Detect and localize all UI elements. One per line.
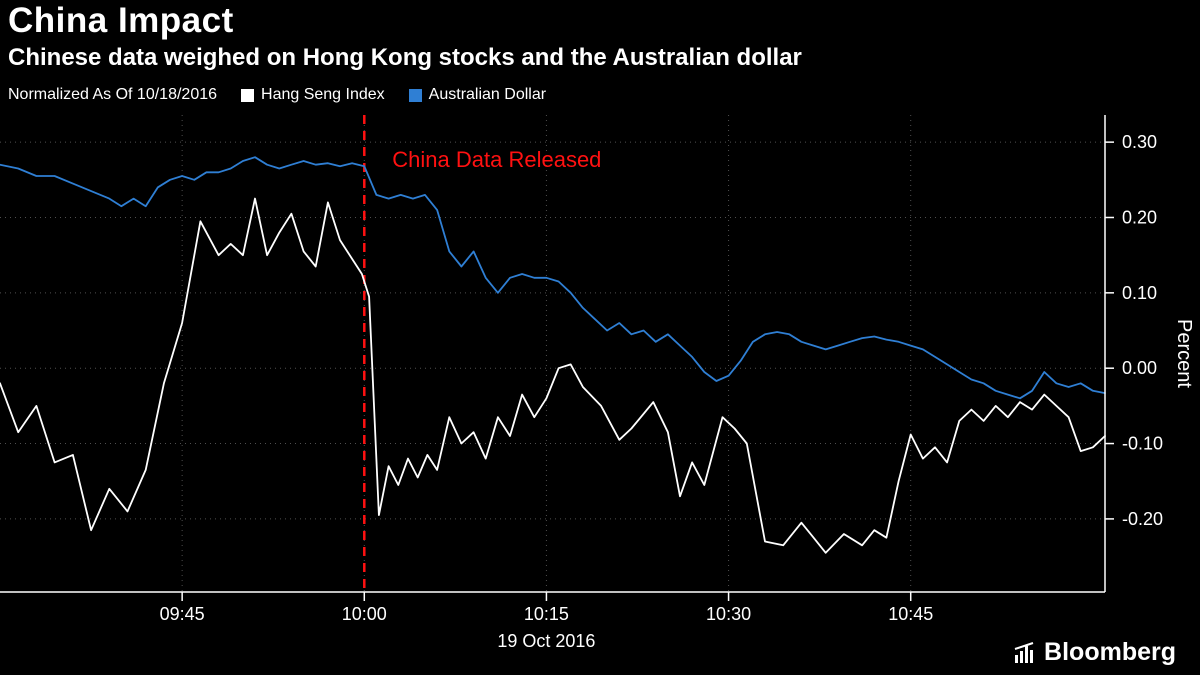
- series-line-australian-dollar: [0, 156, 1106, 400]
- line-chart: China Data Released 09:45 10:00 10:15 10:30 1…: [0, 115, 1195, 651]
- x-tick-label: 10:00: [342, 604, 387, 624]
- page-title: China Impact: [8, 1, 234, 40]
- legend-label-hang-seng: Hang Seng Index: [261, 86, 385, 104]
- bloomberg-wordmark: Bloomberg: [1044, 638, 1176, 666]
- page-subtitle: Chinese data weighed on Hong Kong stocks…: [8, 43, 802, 71]
- y-tick-label: 0.20: [1122, 207, 1157, 227]
- legend-item-hang-seng: Hang Seng Index: [241, 86, 385, 104]
- y-tick-label: -0.10: [1122, 434, 1163, 454]
- legend-normalized-label: Normalized As Of 10/18/2016: [8, 86, 218, 104]
- australian-dollar-swatch-icon: [408, 88, 422, 102]
- y-tick-label: 0.00: [1122, 358, 1157, 378]
- hang-seng-swatch-icon: [241, 88, 255, 102]
- bloomberg-logo: Bloomberg: [1014, 638, 1176, 667]
- x-axis-date-label: 19 Oct 2016: [497, 631, 595, 651]
- chart-header: China Impact Chinese data weighed on Hon…: [8, 1, 802, 104]
- bloomberg-icon: [1014, 641, 1034, 663]
- y-axis-title: Percent: [1173, 319, 1195, 388]
- x-tick-label: 10:15: [524, 604, 569, 624]
- event-annotation-label: China Data Released: [392, 147, 601, 172]
- x-tick-label: 10:30: [706, 604, 751, 624]
- y-tick-label: 0.30: [1122, 132, 1157, 152]
- x-tick-label: 09:45: [160, 604, 205, 624]
- legend-item-australian-dollar: Australian Dollar: [408, 86, 547, 104]
- y-tick-label: -0.20: [1122, 509, 1163, 529]
- y-tick-label: 0.10: [1122, 283, 1157, 303]
- series-line-hang-seng-index: [0, 197, 1106, 554]
- legend: Normalized As Of 10/18/2016 Hang Seng In…: [8, 86, 802, 104]
- legend-label-australian-dollar: Australian Dollar: [428, 86, 547, 104]
- x-tick-label: 10:45: [888, 604, 933, 624]
